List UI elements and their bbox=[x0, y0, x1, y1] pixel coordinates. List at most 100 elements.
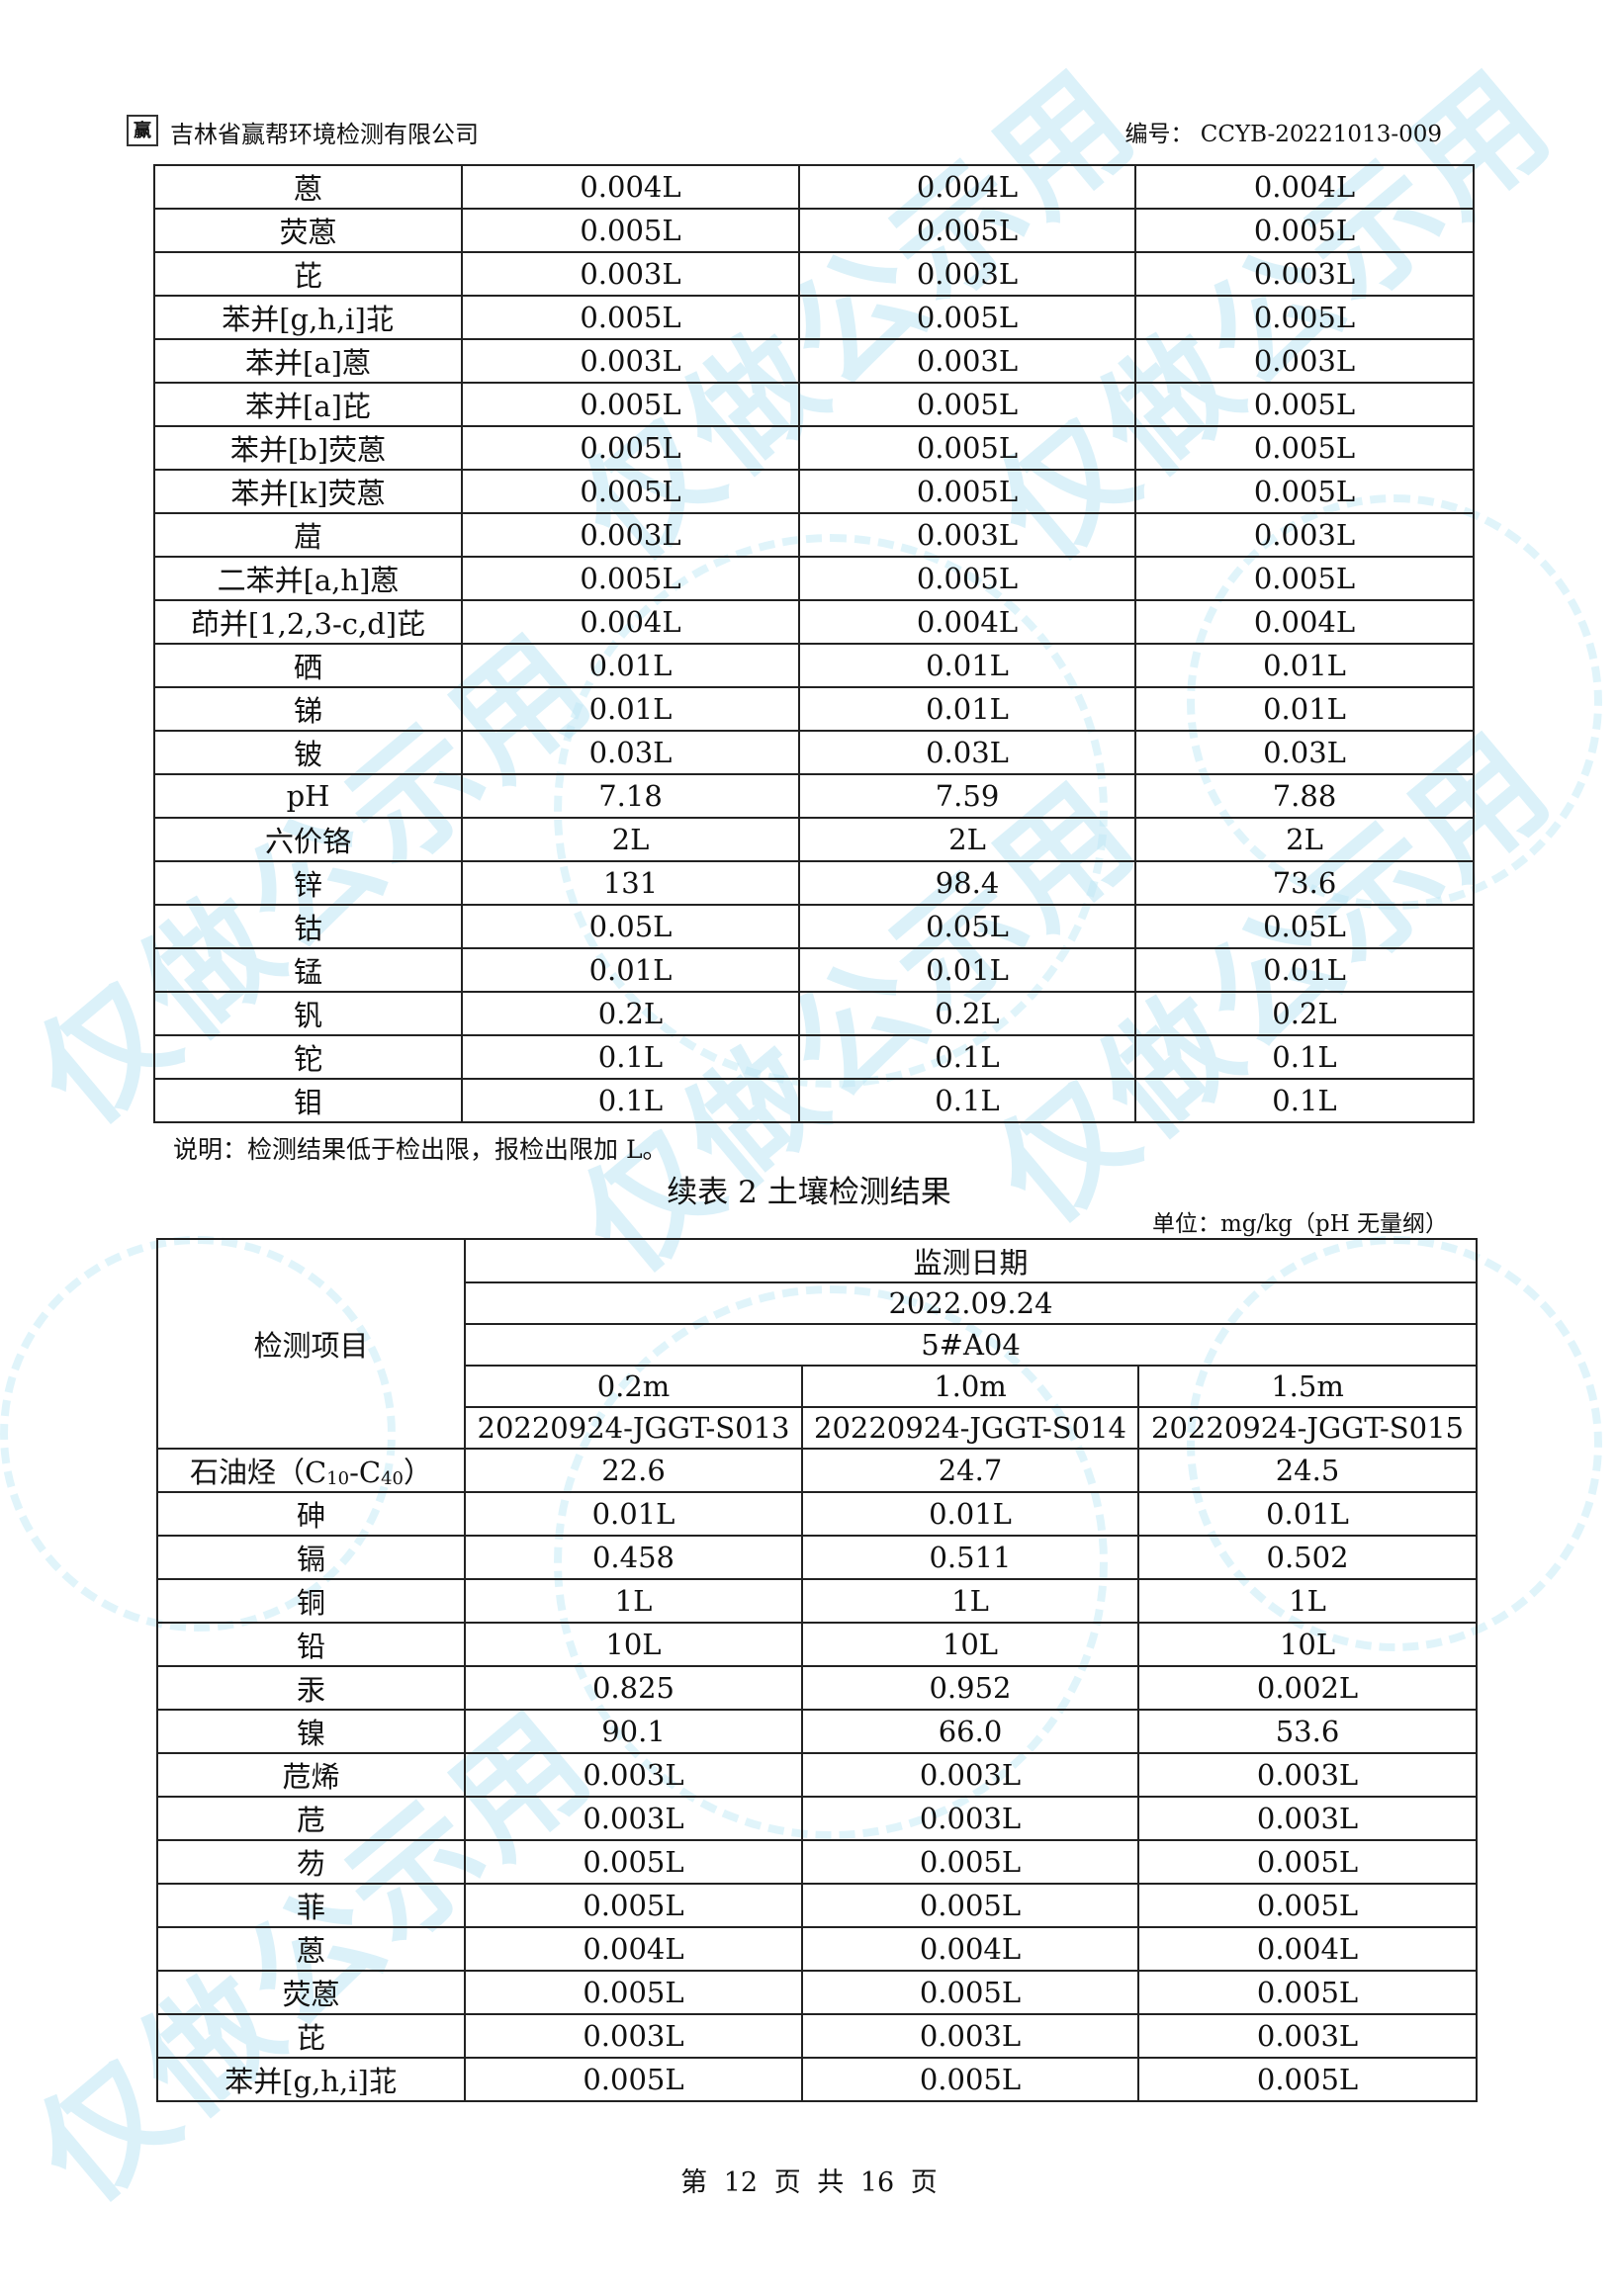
item-cell: 铅 bbox=[156, 1622, 466, 1667]
value-cell: 0.01L bbox=[461, 643, 800, 688]
report-code-value: CCYB-20221013-009 bbox=[1200, 122, 1442, 147]
page-footer: 第 12 页 共 16 页 bbox=[680, 2167, 938, 2198]
value-cell: 0.2L bbox=[461, 991, 800, 1036]
value-cell: 0.004L bbox=[461, 164, 800, 210]
value-cell: 0.458 bbox=[464, 1535, 803, 1580]
table-row: 锰 0.01L 0.01L 0.01L bbox=[153, 947, 1475, 993]
value-cell: 7.18 bbox=[461, 773, 800, 819]
table-row: 硒 0.01L 0.01L 0.01L bbox=[153, 643, 1475, 688]
item-cell: 苯并[b]荧蒽 bbox=[153, 425, 463, 471]
value-cell: 0.003L bbox=[798, 512, 1136, 558]
value-cell: 10L bbox=[1136, 1622, 1479, 1667]
value-cell: 0.005L bbox=[798, 556, 1136, 601]
item-cell: 苯并[k]荧蒽 bbox=[153, 469, 463, 514]
table-row: 苯并[b]荧蒽 0.005L 0.005L 0.005L bbox=[153, 425, 1475, 471]
value-cell: 24.5 bbox=[1136, 1448, 1479, 1493]
table-row: 钼 0.1L 0.1L 0.1L bbox=[153, 1078, 1475, 1123]
value-cell: 0.01L bbox=[798, 947, 1136, 993]
item-cell: 锑 bbox=[153, 686, 463, 732]
value-cell: 0.01L bbox=[801, 1491, 1139, 1537]
value-cell: 0.05L bbox=[461, 904, 800, 949]
value-cell: 0.005L bbox=[798, 425, 1136, 471]
value-cell: 0.003L bbox=[1134, 251, 1475, 297]
table-row: 荧蒽 0.005L 0.005L 0.005L bbox=[153, 208, 1475, 253]
table-row: 钴 0.05L 0.05L 0.05L bbox=[153, 904, 1475, 949]
value-cell: 0.005L bbox=[1134, 382, 1475, 427]
value-cell: 0.005L bbox=[1134, 469, 1475, 514]
item-cell: 锌 bbox=[153, 860, 463, 906]
report-code: 编号： CCYB-20221013-009 bbox=[1124, 115, 1442, 148]
table-row: 蒽 0.004L 0.004L 0.004L bbox=[153, 164, 1475, 210]
date-value: 2022.09.24 bbox=[463, 1281, 1479, 1325]
value-cell: 0.005L bbox=[1134, 295, 1475, 340]
depth-cell: 1.0m bbox=[801, 1365, 1139, 1408]
tph-sub: 40 bbox=[381, 1468, 404, 1489]
value-cell: 66.0 bbox=[801, 1709, 1139, 1754]
item-cell: 荧蒽 bbox=[156, 1970, 466, 2015]
value-cell: 131 bbox=[461, 860, 800, 906]
value-cell: 0.01L bbox=[461, 947, 800, 993]
table-note: 说明：检测结果低于检出限，报检出限加 L。 bbox=[173, 1135, 668, 1164]
value-cell: 0.005L bbox=[1134, 208, 1475, 253]
value-cell: 0.05L bbox=[1134, 904, 1475, 949]
value-cell: 7.59 bbox=[798, 773, 1136, 819]
value-cell: 0.005L bbox=[1136, 2057, 1479, 2102]
table-row: 苯并[k]荧蒽 0.005L 0.005L 0.005L bbox=[153, 469, 1475, 514]
value-cell: 1L bbox=[464, 1578, 803, 1624]
depth-cell: 0.2m bbox=[464, 1365, 803, 1408]
value-cell: 0.003L bbox=[464, 1752, 803, 1798]
tph-label: ） bbox=[404, 1456, 433, 1489]
value-cell: 0.005L bbox=[798, 208, 1136, 253]
table-row: 砷 0.01L 0.01L 0.01L bbox=[156, 1491, 1479, 1537]
table-row: 镍 90.1 66.0 53.6 bbox=[156, 1709, 1479, 1754]
item-cell: 钼 bbox=[153, 1078, 463, 1123]
sample-id-cell: 20220924-JGGT-S014 bbox=[801, 1406, 1139, 1450]
item-cell: 汞 bbox=[156, 1665, 466, 1711]
table-row: 芘 0.003L 0.003L 0.003L bbox=[153, 251, 1475, 297]
item-cell: 铊 bbox=[153, 1034, 463, 1080]
item-cell: 铍 bbox=[153, 730, 463, 775]
value-cell: 0.005L bbox=[461, 382, 800, 427]
value-cell: 0.03L bbox=[798, 730, 1136, 775]
value-cell: 53.6 bbox=[1136, 1709, 1479, 1754]
value-cell: 0.003L bbox=[801, 2013, 1139, 2059]
value-cell: 0.2L bbox=[798, 991, 1136, 1036]
value-cell: 0.004L bbox=[798, 599, 1136, 645]
table-row: 汞 0.825 0.952 0.002L bbox=[156, 1665, 1479, 1711]
item-cell: 砷 bbox=[156, 1491, 466, 1537]
value-cell: 0.005L bbox=[1136, 1883, 1479, 1928]
table-row: 二苯并[a,h]蒽 0.005L 0.005L 0.005L bbox=[153, 556, 1475, 601]
value-cell: 98.4 bbox=[798, 860, 1136, 906]
value-cell: 0.005L bbox=[464, 1883, 803, 1928]
depth-cell: 1.5m bbox=[1136, 1365, 1479, 1408]
table-row: 苊 0.003L 0.003L 0.003L bbox=[156, 1796, 1479, 1841]
results-table-continued: 蒽 0.004L 0.004L 0.004L 荧蒽 0.005L 0.005L 0.005L 芘… bbox=[153, 164, 1475, 1123]
table-row: 苯并[a]蒽 0.003L 0.003L 0.003L bbox=[153, 338, 1475, 384]
value-cell: 22.6 bbox=[464, 1448, 803, 1493]
table-row: 铜 1L 1L 1L bbox=[156, 1578, 1479, 1624]
table-row: 锌 131 98.4 73.6 bbox=[153, 860, 1475, 906]
item-cell: 苊烯 bbox=[156, 1752, 466, 1798]
value-cell: 0.825 bbox=[464, 1665, 803, 1711]
value-cell: 90.1 bbox=[464, 1709, 803, 1754]
value-cell: 0.004L bbox=[1134, 599, 1475, 645]
value-cell: 2L bbox=[461, 817, 800, 862]
value-cell: 0.004L bbox=[1134, 164, 1475, 210]
value-cell: 0.005L bbox=[464, 1839, 803, 1885]
table-row: 苯并[g,h,i]苝 0.005L 0.005L 0.005L bbox=[156, 2057, 1479, 2102]
value-cell: 0.003L bbox=[801, 1796, 1139, 1841]
value-cell: 7.88 bbox=[1134, 773, 1475, 819]
item-cell: 钴 bbox=[153, 904, 463, 949]
report-code-label: 编号： bbox=[1124, 122, 1194, 147]
value-cell: 0.005L bbox=[464, 1970, 803, 2015]
table-row: 铍 0.03L 0.03L 0.03L bbox=[153, 730, 1475, 775]
value-cell: 0.1L bbox=[798, 1034, 1136, 1080]
table-row: 芴 0.005L 0.005L 0.005L bbox=[156, 1839, 1479, 1885]
value-cell: 0.1L bbox=[1134, 1078, 1475, 1123]
table-row: 芘 0.003L 0.003L 0.003L bbox=[156, 2013, 1479, 2059]
value-cell: 0.511 bbox=[801, 1535, 1139, 1580]
table-row: 铊 0.1L 0.1L 0.1L bbox=[153, 1034, 1475, 1080]
value-cell: 0.952 bbox=[801, 1665, 1139, 1711]
value-cell: 0.005L bbox=[1136, 1839, 1479, 1885]
value-cell: 0.005L bbox=[798, 382, 1136, 427]
